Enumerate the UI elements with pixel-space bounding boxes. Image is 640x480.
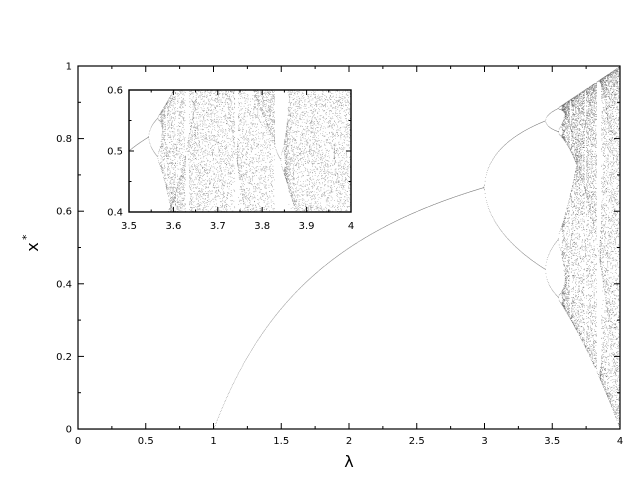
main-x-tick-label: 2 bbox=[346, 436, 352, 447]
inset-x-tick-label: 3.8 bbox=[254, 221, 270, 232]
main-bifurcation-points bbox=[78, 66, 621, 430]
inset-x-tick-label: 4 bbox=[348, 221, 354, 232]
main-x-tick-label: 0 bbox=[75, 436, 81, 447]
inset-y-tick-label: 0.6 bbox=[107, 86, 123, 97]
main-x-tick-label: 1.5 bbox=[273, 436, 289, 447]
inset-x-tick-label: 3.7 bbox=[210, 221, 226, 232]
inset-axis-ticks: 3.5 3.6 3.7 3.8 3.9 4 0.4 0.5 0.6 bbox=[107, 86, 354, 233]
main-y-tick-label: 0 bbox=[66, 425, 72, 436]
y-axis-label-group: x * bbox=[20, 234, 42, 252]
main-axis-ticks: 0 0.5 1 1.5 2 2.5 3 3.5 4 0 0.2 0.4 0.6 0.8 1 bbox=[56, 62, 623, 448]
main-y-tick-label: 0.4 bbox=[56, 279, 72, 290]
inset-bifurcation-points bbox=[129, 90, 352, 213]
main-x-tick-label: 0.5 bbox=[138, 436, 154, 447]
inset-y-tick-label: 0.4 bbox=[107, 208, 123, 219]
main-y-tick-label: 1 bbox=[66, 62, 72, 73]
main-plot-area: 0 0.5 1 1.5 2 2.5 3 3.5 4 0 0.2 0.4 0.6 0.8 1 bbox=[56, 62, 623, 448]
main-y-tick-label: 0.2 bbox=[56, 352, 72, 363]
inset-plot-area: 3.5 3.6 3.7 3.8 3.9 4 0.4 0.5 0.6 bbox=[107, 86, 354, 233]
x-axis-label: λ bbox=[344, 452, 353, 471]
inset-x-tick-label: 3.5 bbox=[121, 221, 137, 232]
inset-background bbox=[129, 90, 351, 212]
inset-x-tick-label: 3.9 bbox=[299, 221, 315, 232]
main-y-tick-label: 0.8 bbox=[56, 134, 72, 145]
main-y-tick-label: 0.6 bbox=[56, 207, 72, 218]
main-x-tick-label: 1 bbox=[210, 436, 216, 447]
main-x-tick-label: 2.5 bbox=[409, 436, 425, 447]
main-x-tick-label: 3 bbox=[481, 436, 487, 447]
y-axis-label-superscript: * bbox=[20, 234, 33, 240]
main-bifurcation-path bbox=[78, 66, 621, 430]
inset-bifurcation-path bbox=[129, 90, 352, 213]
inset-x-tick-label: 3.6 bbox=[165, 221, 181, 232]
y-axis-label: x bbox=[23, 242, 42, 251]
main-x-tick-label: 3.5 bbox=[544, 436, 560, 447]
inset-y-tick-label: 0.5 bbox=[107, 147, 123, 158]
main-x-tick-label: 4 bbox=[617, 436, 623, 447]
